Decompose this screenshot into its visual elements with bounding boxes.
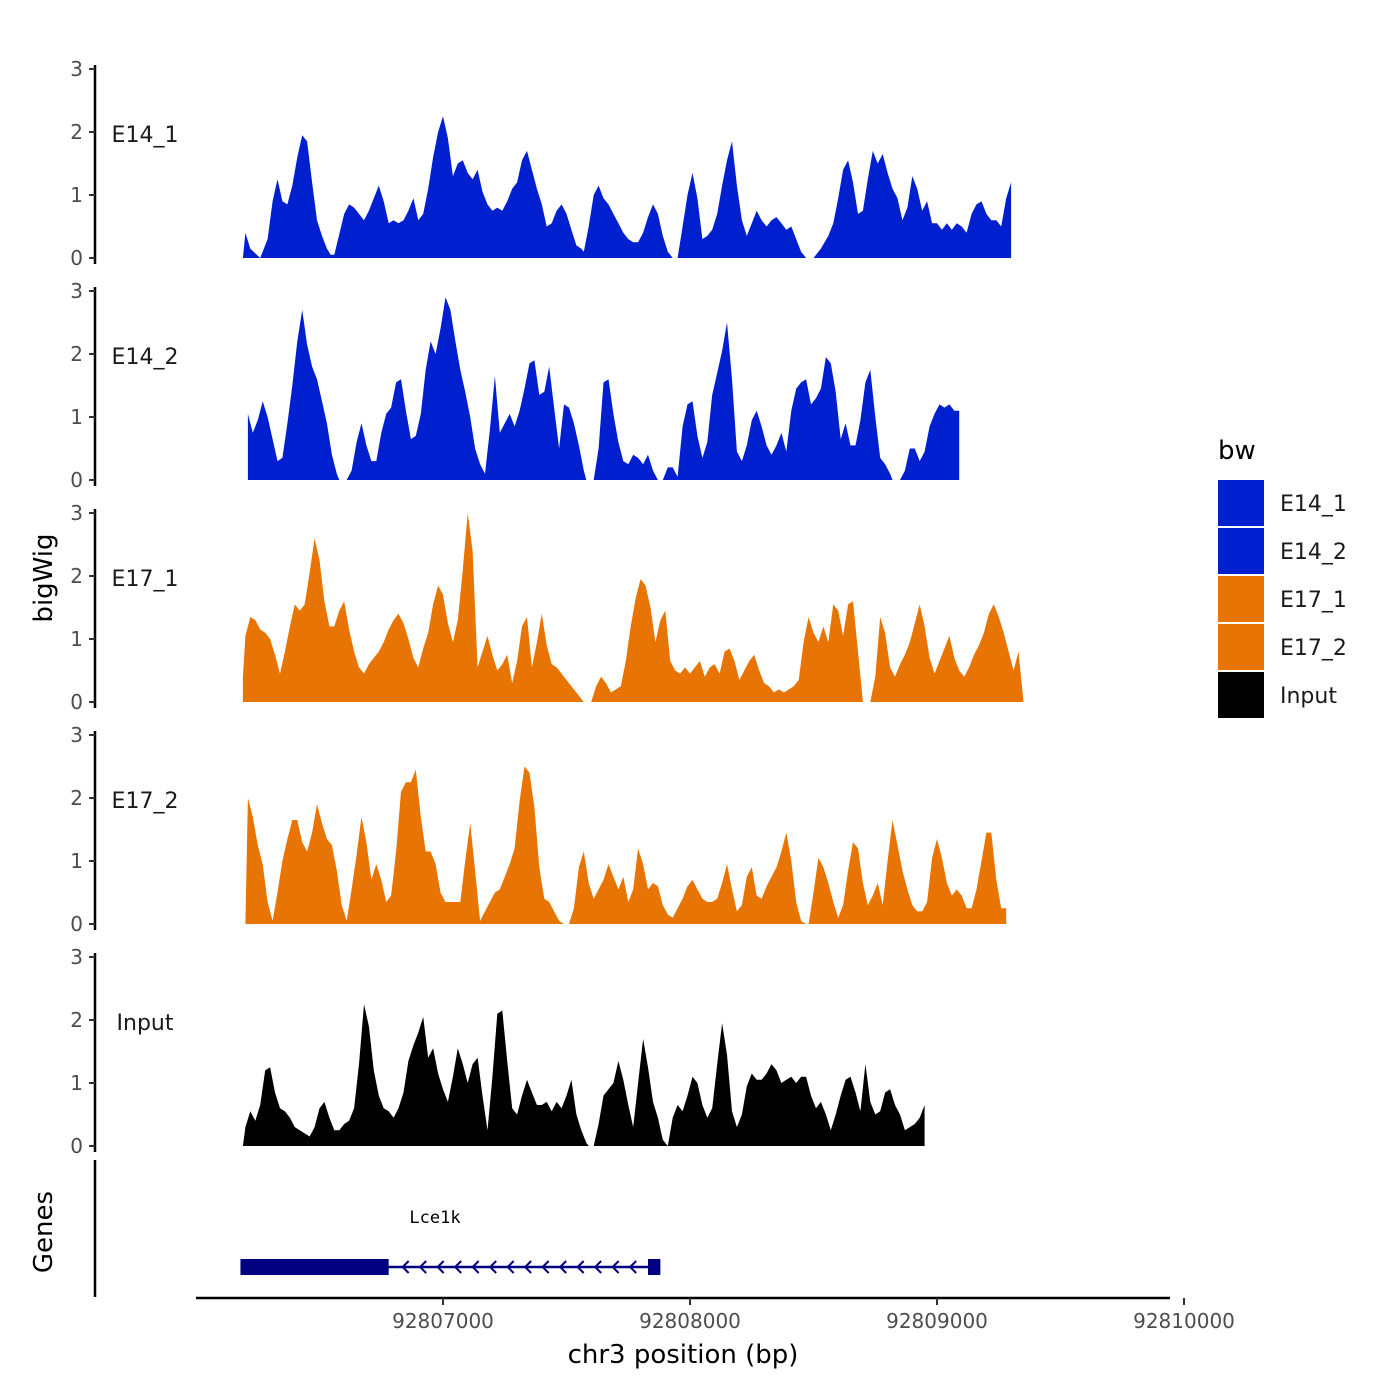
coverage-area-Input-0: [242, 1004, 589, 1146]
legend-label-E14_1: E14_1: [1280, 492, 1347, 517]
y-axis-title: bigWig: [29, 533, 59, 622]
coverage-area-E17_2-1: [569, 832, 807, 924]
strand-arrow: [576, 1260, 585, 1274]
strand-arrow: [401, 1260, 410, 1274]
track-label: E17_1: [112, 567, 179, 592]
coverage-area-E14_2-1: [346, 297, 587, 480]
y-tick-label: 2: [70, 564, 83, 588]
legend-label-E14_2: E14_2: [1280, 540, 1347, 565]
y-tick-label: 1: [70, 183, 83, 207]
coverage-area-E14_1-0: [242, 116, 673, 258]
strand-arrow: [418, 1260, 427, 1274]
track-E14_2: 0 1 2 3 E14_2: [70, 279, 960, 492]
x-tick-label: 92808000: [639, 1309, 741, 1333]
gene-exon-1: [648, 1259, 661, 1275]
track-label: Input: [117, 1011, 174, 1036]
y-tick-label: 1: [70, 405, 83, 429]
x-axis: 92807000 92808000 92809000 92810000: [196, 1296, 1235, 1333]
x-tick-label: 92810000: [1133, 1309, 1235, 1333]
coverage-area-E17_1-2: [870, 604, 1024, 702]
legend-label-Input: Input: [1280, 684, 1337, 709]
y-tick-label: 2: [70, 342, 83, 366]
x-tick-label: 92809000: [886, 1309, 988, 1333]
coverage-area-E14_2-2: [593, 379, 658, 480]
track-E14_1: 0 1 2 3 E14_1: [70, 57, 1012, 270]
y-tick-label: 0: [70, 246, 83, 270]
y-tick-label: 1: [70, 627, 83, 651]
track-label: E17_2: [112, 789, 179, 814]
strand-arrow: [628, 1260, 637, 1274]
y-tick-label: 0: [70, 690, 83, 714]
y-tick-label: 2: [70, 120, 83, 144]
genes-panel: Lce1k: [93, 1160, 661, 1297]
legend-swatch-Input: [1218, 672, 1264, 718]
coverage-area-E17_1-1: [591, 579, 863, 702]
legend-label-E17_1: E17_1: [1280, 588, 1347, 613]
y-tick-label: 3: [70, 723, 83, 747]
y-tick-label: 2: [70, 1008, 83, 1032]
coverage-area-E14_1-1: [677, 141, 807, 258]
y-tick-label: 3: [70, 57, 83, 81]
gene-exon-0: [240, 1259, 389, 1275]
x-axis-title: chr3 position (bp): [568, 1340, 799, 1370]
strand-arrow: [593, 1260, 602, 1274]
strand-arrow: [436, 1260, 445, 1274]
coverage-area-E17_1-0: [242, 513, 584, 702]
coverage-area-E17_2-2: [808, 820, 1007, 924]
y-tick-label: 3: [70, 279, 83, 303]
track-label: E14_2: [112, 345, 179, 370]
tracks-layer: 0 1 2 3 E14_1 0 1 2 3 E14_2 0 1 2 3 E17_1 0 1 2 3 E17_2 0 1 2 3…: [70, 57, 1024, 1158]
gene-label: Lce1k: [409, 1208, 460, 1228]
strand-arrow: [558, 1260, 567, 1274]
y-tick-label: 1: [70, 849, 83, 873]
coverage-area-E14_1-2: [813, 150, 1012, 258]
y-tick-label: 3: [70, 945, 83, 969]
legend-swatch-E14_1: [1218, 480, 1264, 526]
strand-arrow: [471, 1260, 480, 1274]
y-tick-label: 2: [70, 786, 83, 810]
track-label: E14_1: [112, 123, 179, 148]
genes-panel-label: Genes: [29, 1191, 59, 1273]
legend-title: bw: [1218, 436, 1256, 466]
y-tick-label: 0: [70, 912, 83, 936]
y-tick-label: 1: [70, 1071, 83, 1095]
x-tick-label: 92807000: [392, 1309, 494, 1333]
y-tick-label: 3: [70, 501, 83, 525]
strand-arrow: [523, 1260, 532, 1274]
y-tick-label: 0: [70, 1134, 83, 1158]
legend: E14_1 E14_2 E17_1 E17_2 Input: [1218, 480, 1347, 718]
track-E17_2: 0 1 2 3 E17_2: [70, 723, 1007, 936]
strand-arrow: [506, 1260, 515, 1274]
coverage-area-E14_2-3: [662, 322, 893, 480]
coverage-area-E17_2-0: [245, 766, 564, 924]
strand-arrow: [453, 1260, 462, 1274]
coverage-area-Input-1: [593, 1023, 925, 1146]
gene-Lce1k: Lce1k: [240, 1208, 661, 1275]
strand-arrow: [611, 1260, 620, 1274]
legend-swatch-E14_2: [1218, 528, 1264, 574]
coverage-area-E14_2-4: [900, 404, 960, 480]
coverage-area-E14_2-0: [247, 309, 340, 480]
track-E17_1: 0 1 2 3 E17_1: [70, 501, 1024, 714]
track-Input: 0 1 2 3 Input: [70, 945, 925, 1158]
strand-arrow: [541, 1260, 550, 1274]
y-tick-label: 0: [70, 468, 83, 492]
legend-swatch-E17_2: [1218, 624, 1264, 670]
legend-swatch-E17_1: [1218, 576, 1264, 622]
legend-label-E17_2: E17_2: [1280, 636, 1347, 661]
strand-arrow: [488, 1260, 497, 1274]
